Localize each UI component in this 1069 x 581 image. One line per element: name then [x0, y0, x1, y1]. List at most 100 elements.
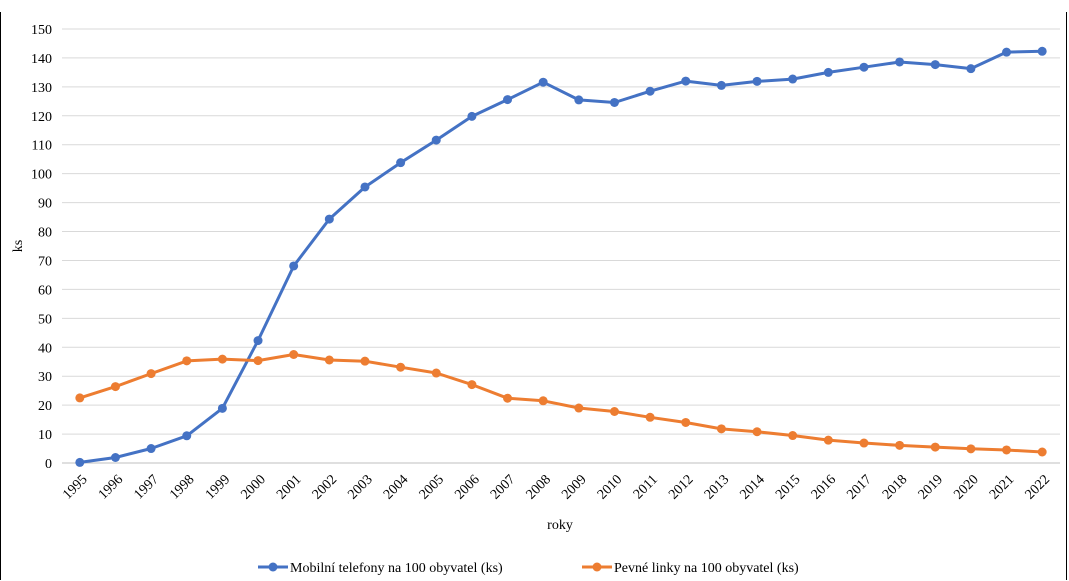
x-axis-title: roky	[547, 518, 573, 533]
x-tick-label: 2003	[345, 472, 375, 502]
data-point	[716, 424, 726, 434]
data-point	[823, 67, 833, 77]
x-tick-label: 1996	[96, 472, 126, 502]
x-axis-ticks: 1995 1996 1997 1998 1999 2000 2001 2002 2003 2004…	[60, 472, 1053, 502]
x-tick-label: 1998	[167, 472, 197, 502]
data-point	[538, 396, 548, 406]
data-point	[431, 368, 441, 378]
series-2	[75, 350, 1047, 457]
data-point	[182, 431, 192, 441]
series-line	[79, 49, 1043, 464]
data-point	[253, 336, 263, 346]
gridlines	[62, 28, 1060, 464]
y-tick-label: 90	[38, 197, 52, 212]
legend-item: Pevné linky na 100 obyvatel (ks)	[582, 561, 799, 576]
data-point	[752, 427, 762, 437]
x-tick-label: 2002	[310, 472, 340, 502]
data-point	[538, 77, 548, 87]
data-point	[360, 182, 370, 192]
data-point	[859, 62, 869, 72]
y-tick-label: 60	[38, 283, 52, 298]
data-point	[146, 369, 156, 379]
x-tick-label: 2005	[417, 472, 447, 502]
x-tick-label: 2022	[1023, 472, 1053, 502]
x-tick-label: 2015	[773, 472, 803, 502]
x-tick-label: 2016	[809, 472, 839, 502]
y-tick-label: 10	[38, 428, 52, 443]
legend-label: Mobilní telefony na 100 obyvatel (ks)	[290, 561, 503, 576]
data-point	[1037, 46, 1047, 56]
x-tick-label: 2021	[987, 472, 1017, 502]
y-tick-label: 80	[38, 226, 52, 241]
data-point	[681, 76, 691, 86]
data-point	[645, 412, 655, 422]
y-tick-label: 140	[31, 52, 52, 67]
data-point	[110, 382, 120, 392]
x-tick-label: 2011	[631, 472, 661, 502]
series-1	[75, 46, 1047, 467]
y-tick-label: 20	[38, 399, 52, 414]
y-tick-label: 110	[32, 139, 52, 154]
x-tick-label: 2004	[381, 472, 411, 502]
data-point	[431, 135, 441, 145]
y-tick-label: 40	[38, 341, 52, 356]
data-point	[895, 440, 905, 450]
data-point	[360, 356, 370, 366]
data-point	[966, 64, 976, 74]
x-tick-label: 2019	[916, 472, 946, 502]
data-point	[788, 74, 798, 84]
data-point	[930, 442, 940, 452]
data-point	[574, 95, 584, 105]
x-tick-label: 2014	[737, 472, 767, 502]
y-tick-label: 120	[31, 110, 52, 125]
x-tick-label: 2010	[595, 472, 625, 502]
data-point	[396, 362, 406, 372]
data-point	[289, 350, 299, 359]
data-point	[110, 453, 120, 463]
data-point	[75, 393, 85, 403]
x-tick-label: 2012	[666, 472, 696, 502]
data-point	[467, 380, 477, 390]
data-point	[574, 403, 584, 413]
y-tick-label: 50	[38, 312, 52, 327]
x-tick-label: 2006	[452, 472, 482, 502]
legend-marker	[268, 562, 278, 572]
y-axis-ticks: 0 10 20 30 40 50 60 70 80 90 100 110 120 130 140 150	[31, 23, 52, 472]
legend: Mobilní telefony na 100 obyvatel (ks) Pev…	[258, 561, 799, 576]
data-point	[467, 111, 477, 121]
x-tick-label: 2007	[488, 472, 518, 502]
data-point	[859, 438, 869, 448]
data-point	[609, 406, 619, 416]
y-tick-label: 130	[31, 81, 52, 96]
data-point	[609, 97, 619, 107]
y-tick-label: 100	[31, 168, 52, 183]
data-point	[1002, 47, 1012, 57]
data-point	[217, 403, 227, 413]
data-point	[716, 80, 726, 90]
x-tick-label: 2008	[524, 472, 554, 502]
x-tick-label: 1997	[132, 472, 162, 502]
data-point	[217, 354, 227, 364]
legend-item: Mobilní telefony na 100 obyvatel (ks)	[258, 561, 503, 576]
x-tick-label: 2017	[844, 472, 874, 502]
x-tick-label: 1995	[60, 472, 90, 502]
data-point	[324, 355, 334, 365]
legend-label: Pevné linky na 100 obyvatel (ks)	[614, 561, 799, 576]
data-point	[823, 435, 833, 445]
data-point	[75, 457, 85, 467]
y-tick-label: 150	[31, 23, 52, 38]
y-tick-label: 0	[45, 457, 52, 472]
data-point	[324, 214, 334, 224]
data-point	[895, 57, 905, 67]
x-tick-label: 2013	[702, 472, 732, 502]
data-point	[1002, 445, 1012, 455]
data-point	[930, 60, 940, 70]
y-tick-label: 70	[38, 254, 52, 269]
data-point	[253, 356, 263, 366]
data-point	[503, 95, 513, 105]
chart-frame	[0, 12, 1067, 580]
data-point	[146, 444, 156, 454]
data-point	[752, 76, 762, 86]
x-tick-label: 2001	[274, 472, 304, 502]
legend-marker	[592, 562, 602, 572]
